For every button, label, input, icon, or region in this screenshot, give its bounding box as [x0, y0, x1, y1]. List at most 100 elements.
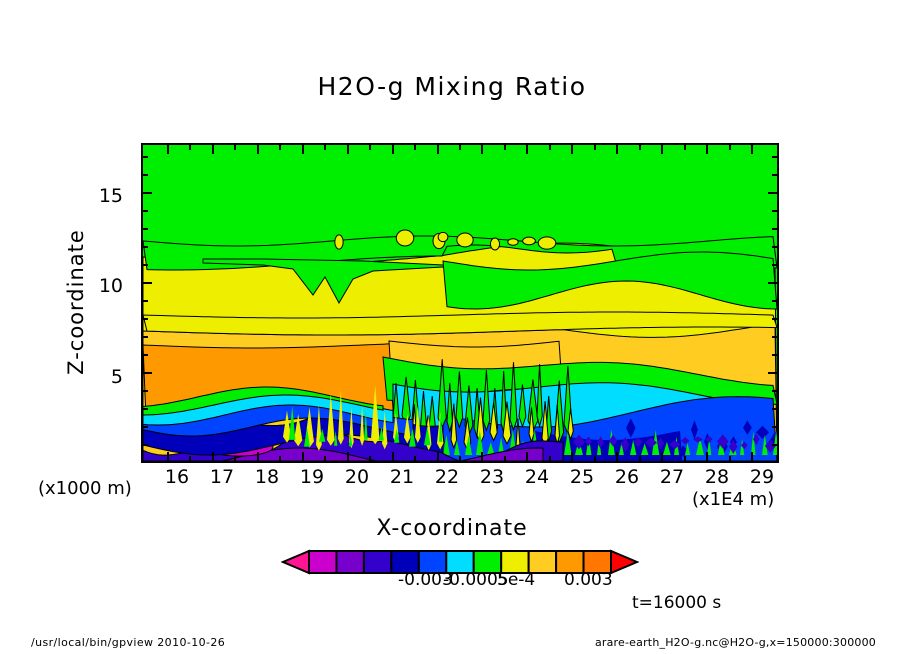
y-tick-minor — [772, 354, 777, 357]
x-axis-label: X-coordinate — [376, 516, 528, 541]
y-tick-minor — [143, 444, 148, 447]
x-tick-minor — [548, 145, 551, 150]
y-tick-minor — [143, 156, 148, 159]
x-axis-units: (x1E4 m) — [692, 489, 775, 510]
y-tick-minor — [143, 246, 148, 249]
x-tick-minor — [638, 145, 641, 150]
x-tick-minor — [503, 145, 506, 150]
x-tick-minor — [728, 456, 731, 461]
x-tick-label-24: 24 — [524, 466, 550, 488]
y-tick-minor — [143, 390, 148, 393]
y-tick-minor — [143, 300, 148, 303]
y-tick-major — [768, 192, 777, 195]
x-tick-label-23: 23 — [479, 466, 505, 488]
y-tick-minor — [772, 318, 777, 321]
y-tick-minor — [772, 390, 777, 393]
x-tick-minor — [683, 145, 686, 150]
contour-plot-area — [141, 143, 779, 463]
x-tick-minor — [728, 145, 731, 150]
x-tick-major — [751, 145, 754, 154]
x-tick-label-18: 18 — [254, 466, 280, 488]
x-tick-major — [256, 452, 259, 461]
x-tick-major — [751, 452, 754, 461]
x-tick-major — [166, 145, 169, 154]
y-tick-minor — [772, 300, 777, 303]
x-tick-major — [661, 145, 664, 154]
x-tick-label-22: 22 — [434, 466, 460, 488]
colorbar — [280, 548, 640, 576]
x-tick-label-25: 25 — [569, 466, 595, 488]
x-tick-minor — [279, 145, 282, 150]
x-tick-minor — [234, 456, 237, 461]
page-title: H2O-g Mixing Ratio — [317, 72, 587, 101]
y-tick-label-10: 10 — [98, 275, 123, 297]
x-tick-minor — [279, 456, 282, 461]
x-tick-minor — [593, 456, 596, 461]
colorbar-label-min: -0.003 — [398, 570, 453, 590]
y-tick-minor — [143, 426, 148, 429]
x-tick-major — [211, 452, 214, 461]
x-tick-label-29: 29 — [749, 466, 775, 488]
x-tick-major — [571, 145, 574, 154]
x-tick-major — [256, 145, 259, 154]
colorbar-label-max: 0.003 — [564, 570, 613, 590]
x-tick-minor — [324, 456, 327, 461]
x-tick-label-27: 27 — [659, 466, 685, 488]
footer-source: arare-earth_H2O-g.nc@H2O-g,x=150000:3000… — [594, 636, 876, 649]
x-tick-minor — [593, 145, 596, 150]
y-tick-minor — [772, 426, 777, 429]
x-tick-major — [616, 452, 619, 461]
x-tick-major — [661, 452, 664, 461]
x-tick-label-16: 16 — [164, 466, 190, 488]
y-tick-major — [768, 372, 777, 375]
x-tick-major — [301, 145, 304, 154]
x-tick-minor — [369, 145, 372, 150]
x-tick-major — [166, 452, 169, 461]
x-tick-major — [571, 452, 574, 461]
x-tick-minor — [503, 456, 506, 461]
x-tick-major — [706, 452, 709, 461]
x-tick-major — [526, 145, 529, 154]
x-tick-minor — [189, 456, 192, 461]
x-tick-major — [391, 145, 394, 154]
x-tick-label-17: 17 — [209, 466, 235, 488]
x-tick-minor — [414, 145, 417, 150]
x-tick-minor — [369, 456, 372, 461]
x-tick-major — [346, 452, 349, 461]
x-tick-minor — [324, 145, 327, 150]
colorbar-swatches — [280, 549, 640, 575]
x-tick-major — [481, 452, 484, 461]
x-tick-major — [706, 145, 709, 154]
y-tick-minor — [772, 246, 777, 249]
y-tick-minor — [772, 210, 777, 213]
y-tick-minor — [772, 228, 777, 231]
y-tick-minor — [772, 408, 777, 411]
x-tick-label-26: 26 — [614, 466, 640, 488]
x-tick-minor — [459, 456, 461, 461]
x-tick-major — [436, 145, 439, 154]
x-tick-major — [526, 452, 529, 461]
y-tick-minor — [772, 444, 777, 447]
x-tick-label-28: 28 — [704, 466, 730, 488]
x-tick-minor — [234, 145, 237, 150]
y-tick-label-15: 15 — [98, 185, 123, 207]
colorbar-label-pos: 5e-4 — [497, 570, 536, 590]
y-tick-minor — [143, 228, 148, 231]
contour-field — [143, 145, 777, 461]
y-axis-units: (x1000 m) — [38, 478, 132, 499]
y-tick-minor — [143, 408, 148, 411]
x-tick-major — [301, 452, 304, 461]
x-tick-minor — [683, 456, 686, 461]
footer-command: /usr/local/bin/gpview 2010-10-26 — [31, 636, 226, 649]
x-tick-minor — [548, 456, 551, 461]
x-tick-major — [436, 452, 439, 461]
x-tick-major — [616, 145, 619, 154]
x-tick-minor — [459, 145, 461, 150]
y-tick-minor — [772, 174, 777, 177]
x-tick-minor — [414, 456, 417, 461]
y-tick-minor — [772, 156, 777, 159]
y-tick-minor — [143, 210, 148, 213]
y-tick-minor — [143, 174, 148, 177]
y-tick-minor — [772, 336, 777, 339]
